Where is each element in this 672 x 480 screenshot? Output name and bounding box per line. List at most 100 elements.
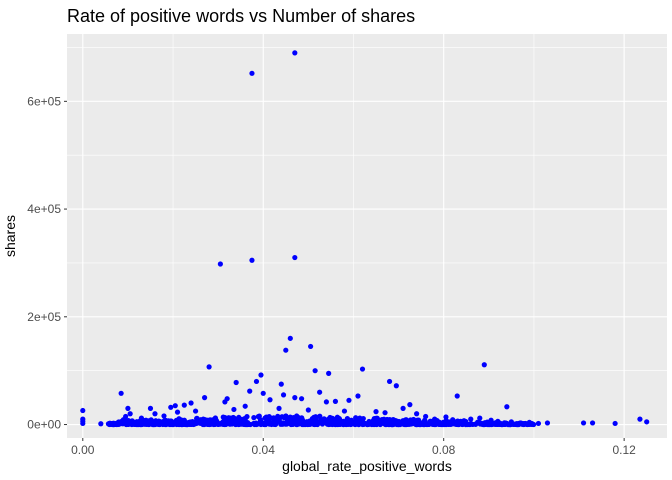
data-point	[504, 404, 510, 410]
data-point	[283, 347, 289, 353]
data-point	[477, 421, 483, 427]
data-point	[287, 335, 293, 341]
data-point	[168, 404, 174, 410]
data-point	[393, 418, 399, 424]
data-point	[477, 415, 483, 421]
data-point	[366, 421, 372, 428]
data-point	[200, 421, 207, 427]
data-point	[382, 421, 389, 428]
data-point	[253, 378, 260, 385]
data-point	[125, 405, 131, 411]
data-point	[181, 402, 187, 408]
data-point	[407, 402, 413, 408]
data-point	[242, 403, 248, 409]
x-tick-label: 0.12	[612, 443, 636, 457]
data-point	[401, 421, 408, 428]
data-point	[526, 419, 533, 425]
data-point	[468, 421, 474, 427]
data-point	[305, 407, 311, 413]
data-point	[482, 420, 488, 426]
data-point	[330, 421, 336, 427]
data-point	[406, 421, 412, 427]
data-point	[517, 420, 523, 426]
data-point	[307, 421, 313, 427]
data-point	[336, 415, 342, 422]
data-point	[612, 420, 618, 427]
data-point	[373, 420, 379, 426]
data-point	[247, 421, 253, 428]
data-point	[292, 50, 298, 56]
data-point	[194, 416, 200, 422]
data-point	[143, 417, 149, 423]
data-point	[489, 421, 495, 427]
data-point	[443, 421, 449, 428]
data-point	[488, 417, 494, 423]
data-point	[450, 417, 456, 423]
data-point	[214, 418, 220, 425]
data-point	[200, 417, 206, 423]
data-point	[359, 366, 366, 372]
data-point	[117, 421, 124, 427]
data-point	[284, 416, 290, 422]
data-point	[253, 421, 260, 428]
x-axis-ticks: 0.00 0.04 0.08 0.12	[71, 438, 636, 457]
data-point	[535, 420, 542, 427]
data-point	[461, 418, 467, 424]
data-point	[251, 415, 257, 421]
data-point	[234, 417, 240, 423]
data-point	[319, 418, 325, 424]
data-point	[308, 343, 314, 350]
data-point	[473, 421, 479, 427]
data-point	[236, 421, 242, 427]
data-point	[261, 421, 267, 428]
data-point	[580, 420, 587, 426]
data-point	[107, 420, 113, 426]
data-point	[278, 381, 284, 387]
data-point	[508, 419, 514, 425]
data-point	[422, 421, 428, 427]
data-point	[544, 420, 551, 426]
data-point	[371, 415, 377, 422]
data-point	[501, 420, 507, 426]
data-point	[637, 416, 643, 422]
plot-panel	[67, 34, 667, 438]
data-point	[138, 415, 145, 421]
minor-gridlines	[67, 34, 667, 438]
data-point	[217, 261, 223, 267]
data-point	[223, 421, 229, 428]
data-point	[292, 254, 298, 261]
data-point	[226, 418, 232, 424]
data-point	[169, 419, 175, 425]
data-point	[453, 421, 459, 427]
data-point	[153, 421, 160, 427]
data-point	[118, 390, 124, 396]
data-point	[362, 421, 368, 427]
data-point	[231, 406, 237, 413]
data-point	[323, 399, 329, 405]
data-point	[332, 398, 339, 404]
data-point	[414, 417, 420, 423]
data-point	[176, 416, 182, 422]
data-point	[271, 415, 277, 421]
data-point	[206, 364, 212, 370]
data-point	[249, 70, 255, 76]
x-tick-label: 0.04	[252, 443, 276, 457]
data-point	[123, 413, 129, 420]
data-point	[222, 399, 228, 405]
data-point	[389, 421, 395, 428]
data-point	[311, 421, 317, 428]
data-point	[356, 418, 362, 424]
data-point	[289, 420, 295, 427]
data-point	[301, 421, 307, 428]
data-point	[414, 411, 420, 417]
data-point	[313, 415, 319, 421]
data-point	[257, 417, 263, 423]
data-point	[258, 372, 264, 378]
data-points	[80, 50, 650, 428]
data-point	[268, 420, 274, 427]
data-point	[98, 421, 104, 427]
data-point	[436, 421, 442, 427]
data-point	[80, 407, 86, 414]
data-point	[295, 414, 301, 421]
data-point	[481, 362, 487, 368]
